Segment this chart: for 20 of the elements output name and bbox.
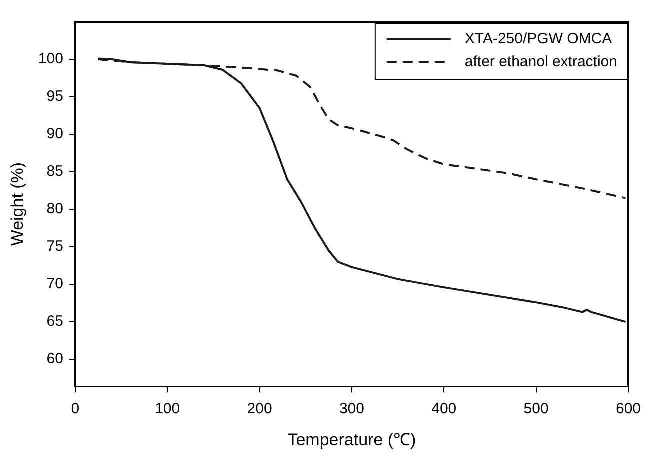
- x-tick-label: 100: [155, 400, 180, 418]
- y-tick-label: 80: [46, 200, 64, 218]
- y-tick-label: 90: [46, 126, 64, 143]
- y-axis-title: Weight (%): [8, 162, 27, 246]
- legend-label: XTA-250/PGW OMCA: [464, 30, 612, 48]
- x-tick-label: 300: [339, 400, 364, 418]
- y-tick-label: 70: [46, 276, 64, 293]
- x-tick-label: 400: [432, 400, 457, 418]
- y-tick-label: 60: [46, 350, 64, 368]
- x-axis-title: Temperature (℃): [288, 430, 416, 450]
- x-tick-label: 500: [524, 400, 549, 418]
- y-tick-label: 95: [46, 88, 64, 106]
- y-tick-label: 75: [46, 238, 64, 256]
- x-tick-label: 600: [616, 400, 641, 418]
- x-tick-label: 200: [247, 400, 272, 418]
- y-tick-label: 100: [38, 50, 64, 68]
- legend-label: after ethanol extraction: [464, 54, 618, 71]
- x-tick-label: 0: [71, 400, 80, 418]
- y-tick-label: 85: [46, 163, 64, 180]
- y-tick-label: 65: [46, 313, 64, 330]
